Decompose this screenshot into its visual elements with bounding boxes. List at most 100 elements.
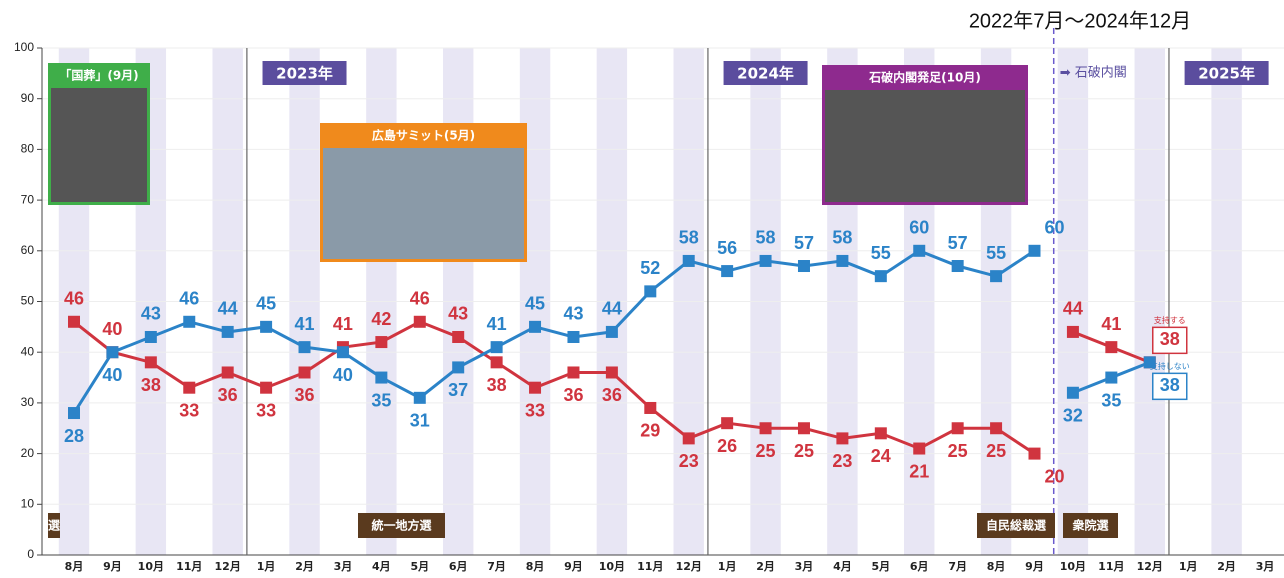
x-tick-label: 1月 [1179, 560, 1198, 573]
marker [836, 254, 849, 267]
series-line [73, 320, 1036, 455]
x-tick-label: 12月 [676, 560, 702, 573]
y-tick-label: 100 [14, 40, 34, 54]
marker [221, 366, 234, 379]
photo [323, 148, 524, 259]
x-tick-label: 9月 [103, 560, 122, 573]
value-label: 25 [756, 441, 776, 461]
photo-caption: 石破内閣発足(10月) [868, 70, 981, 85]
y-tick-label: 0 [27, 547, 34, 561]
marker [298, 366, 311, 379]
x-tick-label: 12月 [1137, 560, 1163, 573]
value-label: 41 [333, 314, 353, 334]
y-tick-label: 40 [21, 344, 35, 358]
value-label: 26 [717, 436, 737, 456]
x-tick-label: 3月 [1256, 560, 1275, 573]
marker [183, 315, 196, 328]
marker [605, 366, 618, 379]
value-label: 28 [64, 426, 84, 446]
photo [51, 88, 147, 202]
marker [144, 330, 157, 343]
x-tick-label: 10月 [1060, 560, 1086, 573]
marker [452, 361, 465, 374]
marker [913, 442, 926, 455]
value-label: 36 [295, 385, 315, 405]
value-label: 31 [410, 411, 430, 431]
marker [1105, 371, 1118, 384]
y-tick-label: 20 [21, 446, 35, 460]
value-label: 43 [141, 304, 161, 324]
x-tick-label: 6月 [449, 560, 468, 573]
event-label: 統一地方選 [371, 518, 431, 533]
value-box [1152, 372, 1188, 401]
year-box [262, 61, 347, 85]
y-tick-label: 10 [21, 496, 35, 510]
marker [375, 336, 388, 349]
value-label: 23 [832, 451, 852, 471]
x-tick-label: 9月 [564, 560, 583, 573]
marker [759, 422, 772, 435]
x-tick-label: 11月 [1098, 560, 1124, 573]
marker [413, 315, 426, 328]
marker [913, 244, 926, 257]
value-label: 36 [563, 385, 583, 405]
marker [644, 285, 657, 298]
cabinet-label: ➡ 石破内閣 [1060, 65, 1127, 81]
photo [825, 90, 1025, 202]
marker [375, 371, 388, 384]
value-label: 36 [602, 385, 622, 405]
value-label: 43 [563, 304, 583, 324]
marker [490, 356, 503, 369]
x-tick-label: 10月 [138, 560, 164, 573]
marker [721, 265, 734, 278]
value-label: 40 [102, 319, 122, 339]
y-tick-label: 60 [21, 243, 35, 257]
marker [1028, 244, 1041, 257]
value-label: 57 [948, 233, 968, 253]
value-label: 42 [371, 309, 391, 329]
value-label: 37 [448, 380, 468, 400]
marker [260, 320, 273, 333]
marker [1066, 386, 1079, 399]
value-label: 55 [986, 243, 1006, 263]
value-label: 20 [1044, 466, 1064, 486]
x-tick-label: 1月 [257, 560, 276, 573]
value-label: 52 [640, 258, 660, 278]
y-tick-label: 30 [21, 395, 35, 409]
value-label: 38 [487, 375, 507, 395]
x-tick-label: 8月 [65, 560, 84, 573]
chart-title: 2022年7月～2024年12月 [969, 9, 1191, 32]
value-label: 58 [832, 228, 852, 248]
marker [260, 381, 273, 394]
value-label: 60 [1044, 218, 1064, 238]
marker [951, 422, 964, 435]
value-label: 25 [948, 441, 968, 461]
year-label: 2023年 [276, 65, 333, 83]
value-label: 38 [1160, 329, 1180, 349]
x-tick-label: 2月 [295, 560, 314, 573]
x-tick-label: 12月 [215, 560, 241, 573]
x-tick-label: 2月 [1217, 560, 1236, 573]
marker [1028, 447, 1041, 460]
value-label: 55 [871, 243, 891, 263]
marker [413, 391, 426, 404]
x-tick-label: 1月 [718, 560, 737, 573]
x-tick-label: 3月 [795, 560, 814, 573]
value-label: 41 [487, 314, 507, 334]
x-tick-label: 4月 [833, 560, 852, 573]
value-label: 38 [141, 375, 161, 395]
year-label: 2025年 [1198, 65, 1255, 83]
event-box [48, 513, 60, 538]
y-tick-label: 70 [21, 192, 35, 206]
event-label: 自民総裁選 [986, 518, 1046, 533]
marker [836, 432, 849, 445]
value-label: 45 [256, 294, 276, 314]
x-tick-label: 10月 [599, 560, 625, 573]
marker [1105, 341, 1118, 354]
photo-caption: 広島サミット(5月) [372, 128, 475, 143]
value-label: 46 [64, 289, 84, 309]
value-label: 29 [640, 421, 660, 441]
value-label: 24 [871, 446, 891, 466]
x-tick-label: 4月 [372, 560, 391, 573]
